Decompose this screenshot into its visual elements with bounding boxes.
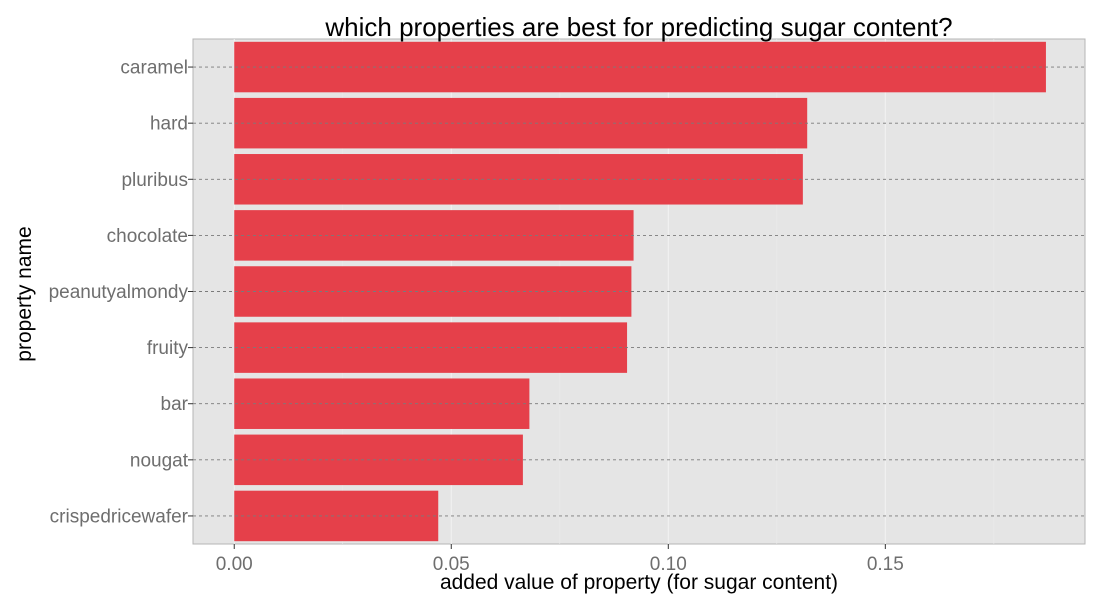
x-tick-label: 0.10 [650, 554, 687, 575]
x-axis-ticks: 0.00 0.05 0.10 0.15 [216, 544, 904, 575]
y-tick-label: chocolate [107, 226, 188, 247]
y-tick-label: bar [161, 394, 189, 415]
chart-title: which properties are best for predicting… [324, 12, 952, 42]
x-axis-title: added value of property (for sugar conte… [440, 571, 838, 594]
x-tick-label: 0.00 [216, 554, 253, 575]
y-tick-label: pluribus [121, 170, 188, 191]
bar-nougat [234, 434, 523, 486]
y-axis-title: property name [13, 226, 36, 361]
x-tick-label: 0.15 [867, 554, 904, 575]
bar-crispedricewafer [234, 490, 439, 542]
bar-fruity [234, 322, 628, 373]
y-tick-label: nougat [130, 450, 189, 471]
y-tick-label: hard [150, 114, 188, 135]
y-tick-label: crispedricewafer [50, 506, 189, 527]
category-gridlines [193, 66, 1085, 517]
y-tick-label: peanutyalmondy [49, 282, 189, 303]
y-axis-ticks: caramel hard pluribus chocolate peanutyalmon… [49, 58, 193, 527]
y-tick-label: caramel [120, 58, 188, 79]
x-tick-label: 0.05 [433, 554, 470, 575]
y-tick-label: fruity [147, 338, 189, 359]
